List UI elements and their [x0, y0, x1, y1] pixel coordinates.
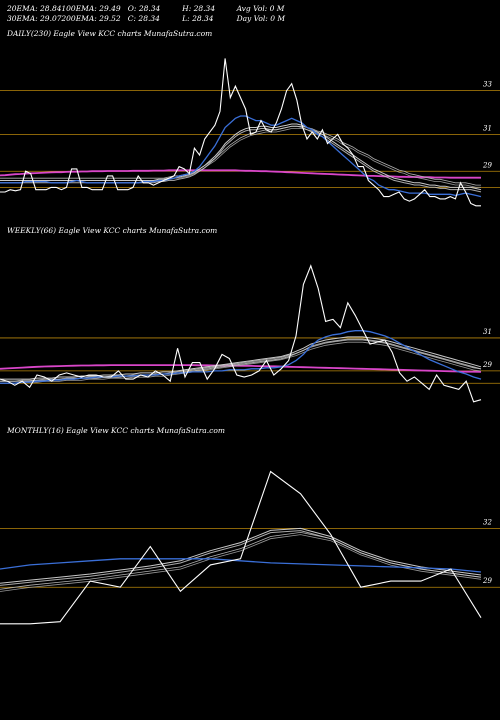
tick-label-0-2: 29	[482, 161, 492, 169]
tick-label-0-1: 31	[483, 124, 492, 132]
open-label: O: 28.34	[127, 4, 161, 13]
ema_mid-line-1	[0, 336, 482, 380]
tick-label-1-0: 31	[483, 328, 492, 336]
ema_slow_band-line-0	[0, 125, 481, 186]
ema_slow_band-line-b-2	[0, 534, 482, 592]
price-line-1	[0, 264, 482, 403]
ema20-label: 20EMA: 28.84	[7, 4, 62, 13]
tick-label-2-1: 29	[482, 577, 492, 585]
tick-label-1-1: 29	[482, 361, 492, 369]
close-label: C: 28.34	[127, 14, 160, 23]
ema30-label: 30EMA: 29.07	[7, 14, 62, 23]
ema_mid-line-0	[0, 123, 482, 191]
ema_fast-line-1	[0, 330, 482, 384]
weekly-panel-title: WEEKLY(66) Eagle View KCC charts MunafaS…	[7, 226, 218, 235]
price-line-2	[0, 470, 482, 625]
tick-label-2-0: 32	[483, 518, 492, 526]
ema_fast-line-0	[0, 115, 482, 198]
ema_slow_band-line-b-1	[0, 341, 482, 384]
monthly-panel-title: MONTHLY(16) Eagle View KCC charts Munafa…	[7, 426, 225, 435]
header-row-2: 30EMA: 29.07 200EMA: 29.52 C: 28.34 L: 2…	[7, 14, 289, 23]
ema_fast-line-2	[0, 558, 482, 573]
tick-label-0-0: 33	[483, 81, 492, 89]
ema_long-line-1	[0, 364, 482, 373]
day-vol-label: Day Vol: 0 M	[236, 14, 286, 23]
ema200-label: 200EMA: 29.52	[61, 14, 121, 23]
price-line-0	[0, 58, 481, 207]
ema_mid-line-2	[0, 527, 482, 584]
avg-vol-label: Avg Vol: 0 M	[236, 4, 285, 13]
header-row-1: 20EMA: 28.84 100EMA: 29.49 O: 28.34 H: 2…	[7, 4, 289, 13]
high-label: H: 28.34	[182, 4, 216, 13]
ema_long-line-0	[0, 169, 481, 179]
daily-panel-title: DAILY(230) Eagle View KCC charts MunafaS…	[7, 29, 213, 38]
ema_mid-line-b-2	[0, 530, 482, 586]
low-label: L: 28.34	[182, 14, 214, 23]
ema100-label: 100EMA: 29.49	[61, 4, 121, 13]
